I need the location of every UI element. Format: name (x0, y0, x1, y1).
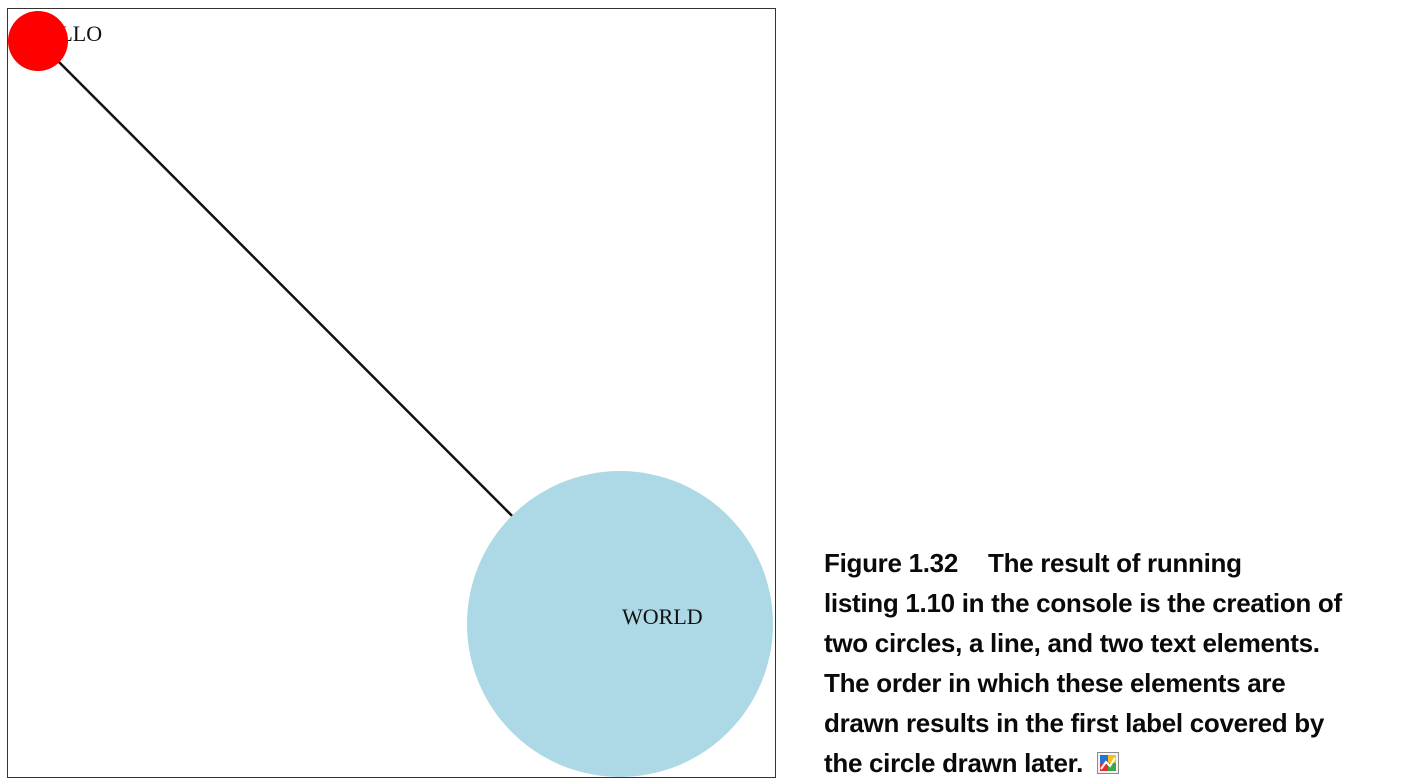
colorful-image-icon (1097, 745, 1119, 774)
large-blue-circle (467, 471, 773, 777)
caption-line-4: The order in which these elements are (824, 668, 1286, 698)
caption-line-2: listing 1.10 in the console is the creat… (824, 588, 1342, 618)
figure-number: Figure 1.32 (824, 548, 958, 578)
figure-caption: Figure 1.32 The result of running listing… (824, 543, 1420, 783)
world-label: WORLD (622, 604, 703, 629)
caption-line-1: Figure 1.32 The result of running (824, 543, 1420, 583)
small-red-circle (8, 11, 68, 71)
caption-line-6: the circle drawn later. (824, 748, 1083, 778)
caption-line-5: drawn results in the first label covered… (824, 708, 1325, 738)
caption-line-6-wrap: the circle drawn later. (824, 743, 1420, 783)
caption-text-1: The result of running (987, 548, 1242, 578)
caption-line-3: two circles, a line, and two text elemen… (824, 628, 1320, 658)
diagram-svg: HELLO WORLD (8, 11, 773, 777)
figure-frame: HELLO WORLD (7, 8, 776, 778)
